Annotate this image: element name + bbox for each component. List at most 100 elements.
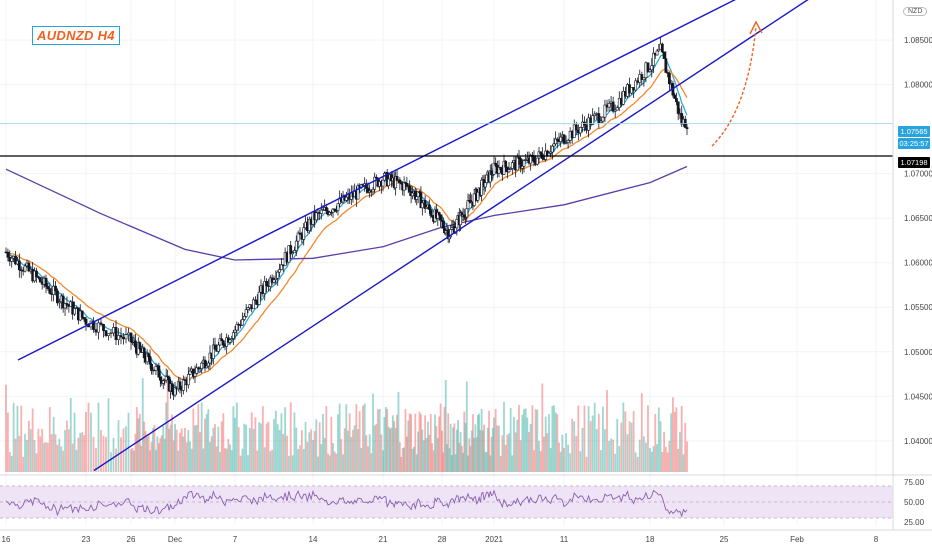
volume-bar	[122, 428, 125, 472]
volume-bar	[79, 432, 82, 472]
volume-bar	[115, 448, 117, 472]
volume-bar	[187, 430, 190, 472]
volume-bar	[494, 408, 497, 472]
candle-body	[650, 65, 654, 71]
candle-body	[233, 329, 237, 333]
candle-body	[191, 368, 195, 377]
candle-body	[603, 104, 607, 118]
volume-bar	[489, 455, 492, 472]
volume-bar	[160, 435, 163, 472]
support-price-tag: 1.07198	[898, 157, 930, 168]
volume-bar	[269, 451, 272, 472]
candle-body	[35, 270, 38, 277]
volume-bar	[420, 414, 422, 472]
volume-bar	[166, 380, 169, 472]
volume-bar	[241, 448, 244, 472]
date-tick-label: 14	[309, 535, 318, 544]
volume-bar	[469, 445, 472, 472]
date-tick-label: 18	[646, 535, 655, 544]
rsi-tick-label: 75.00	[904, 478, 925, 487]
candle-body	[314, 212, 318, 221]
volume-bar	[163, 438, 166, 472]
candle-body	[676, 101, 680, 114]
volume-bar	[214, 424, 216, 472]
volume-bar	[514, 432, 517, 472]
volume-bar	[464, 422, 467, 472]
volume-bar	[458, 442, 461, 472]
volume-bar	[345, 404, 348, 472]
volume-bar	[543, 436, 545, 472]
volume-bar	[373, 425, 376, 472]
volume-bar	[499, 455, 502, 472]
volume-bar	[475, 437, 478, 472]
volume-bar	[442, 452, 445, 472]
volume-bar	[312, 439, 314, 472]
volume-bar	[222, 413, 225, 472]
volume-bar	[153, 425, 156, 472]
volume-bar	[157, 442, 160, 472]
volume-bar	[558, 442, 560, 472]
volume-bar	[405, 436, 408, 472]
volume-bar	[291, 455, 294, 472]
volume-bar	[640, 393, 643, 472]
candle-body	[291, 252, 294, 255]
volume-bar	[380, 434, 383, 472]
volume-bar	[523, 409, 525, 472]
volume-bar	[378, 408, 381, 472]
candle-body	[524, 159, 528, 161]
volume-bar	[155, 449, 157, 472]
volume-bar	[677, 448, 680, 472]
candle-body	[114, 327, 118, 340]
volume-bar	[90, 412, 92, 472]
rsi-panel	[0, 474, 932, 519]
date-axis[interactable]: 16 23 26 Dec 7 14 21 28 2021 11 18 25 Feb 8	[0, 529, 932, 544]
price-tick-label: 1.06000	[904, 259, 932, 268]
candle-body	[634, 80, 638, 91]
candle-body	[205, 365, 209, 369]
candle-body	[564, 142, 568, 144]
candle-body	[371, 188, 375, 193]
volume-bar	[237, 427, 240, 472]
volume-bar	[427, 421, 429, 472]
volume-bar	[454, 454, 457, 472]
volume-bar	[360, 447, 363, 472]
volume-bar	[282, 433, 285, 472]
candle-body	[559, 136, 563, 142]
candle-body	[537, 151, 541, 159]
currency-badge[interactable]: NZD	[903, 7, 928, 16]
volume-bar	[413, 446, 415, 472]
candle-body	[235, 324, 239, 331]
candle-body	[402, 182, 406, 191]
volume-bar	[175, 429, 178, 472]
volume-bar	[638, 439, 641, 472]
candle-body	[574, 124, 578, 131]
price-axis[interactable]: 1.08500 1.08000 1.07000 1.06500 1.06000 1.055…	[892, 0, 932, 530]
volume-bar	[317, 456, 319, 472]
candle-body	[84, 318, 88, 325]
volume-bar	[350, 437, 353, 472]
volume-bar	[372, 393, 374, 472]
volume-bar	[587, 406, 590, 472]
candle-body	[455, 218, 459, 229]
volume-bar	[457, 420, 459, 472]
volume-bar	[473, 438, 476, 472]
volume-bar	[424, 415, 427, 472]
candle-body	[480, 179, 484, 196]
candle-body	[298, 232, 302, 235]
volume-bar	[377, 409, 379, 472]
volume-bar	[172, 440, 175, 472]
volume-bar	[415, 454, 418, 472]
candle-body	[27, 262, 31, 272]
volume-bar	[239, 455, 242, 472]
candle-body	[61, 295, 65, 309]
candle-body	[494, 162, 498, 166]
volume-bar	[20, 405, 23, 472]
price-tick-label: 1.04000	[904, 437, 932, 446]
volume-bar	[526, 417, 529, 472]
candle-body	[293, 250, 296, 254]
candle-body	[57, 301, 61, 304]
volume-bar	[209, 441, 211, 472]
volume-bar	[140, 445, 143, 472]
candle-body	[366, 187, 370, 193]
